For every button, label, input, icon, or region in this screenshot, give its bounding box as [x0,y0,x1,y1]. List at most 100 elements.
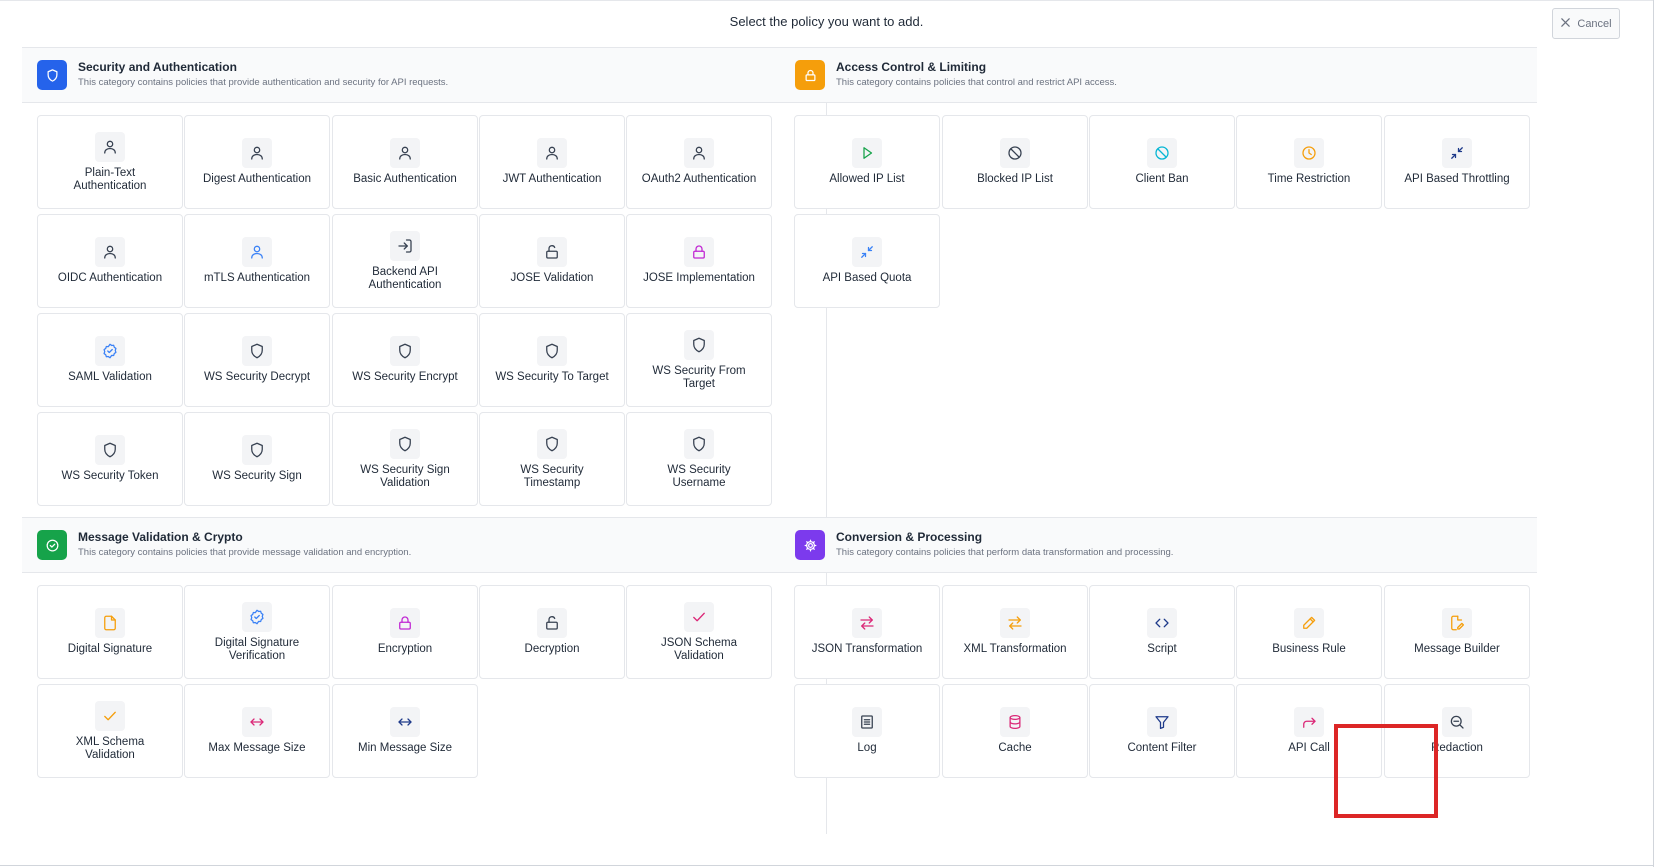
policy-card-ws-security-to-target[interactable]: WS Security To Target [479,313,625,407]
policy-label: Backend API Authentication [368,265,442,291]
policy-label: Min Message Size [358,742,452,754]
shrink-icon [1442,138,1472,168]
policy-card-min-message-size[interactable]: Min Message Size [332,684,478,778]
policy-label: WS Security Token [61,470,159,482]
policy-label: Redaction [1431,742,1483,754]
user-icon [684,138,714,168]
cancel-button[interactable]: Cancel [1552,8,1620,39]
policy-card-ws-security-username[interactable]: WS Security Username [626,412,772,506]
policy-card-backend-api-authentication[interactable]: Backend API Authentication [332,214,478,308]
file-icon [95,608,125,638]
policy-card-api-call[interactable]: API Call [1236,684,1382,778]
policy-label: Plain-Text Authentication [73,166,147,192]
policy-card-cache[interactable]: Cache [942,684,1088,778]
policy-card-max-message-size[interactable]: Max Message Size [184,684,330,778]
policy-label: Decryption [524,643,580,655]
policy-card-log[interactable]: Log [794,684,940,778]
policy-label: Digital Signature Verification [214,636,300,662]
policy-card-basic-authentication[interactable]: Basic Authentication [332,115,478,209]
policy-label: Log [857,742,877,754]
policy-card-jose-validation[interactable]: JOSE Validation [479,214,625,308]
policy-label: WS Security Decrypt [203,371,311,383]
shield-icon [537,428,567,459]
policy-card-decryption[interactable]: Decryption [479,585,625,679]
lock-icon [795,60,825,90]
check-icon [684,601,714,632]
check-circle-icon [37,530,67,560]
login-icon [390,230,420,261]
policy-card-encryption[interactable]: Encryption [332,585,478,679]
policy-label: Digest Authentication [202,173,312,185]
policy-label: API Based Quota [822,272,912,284]
policy-card-oauth2-authentication[interactable]: OAuth2 Authentication [626,115,772,209]
policy-card-digest-authentication[interactable]: Digest Authentication [184,115,330,209]
policy-card-ws-security-token[interactable]: WS Security Token [37,412,183,506]
section-title: Conversion & Processing [836,530,983,544]
shield-icon [242,336,272,366]
clock-icon [1294,138,1324,168]
policy-label: Content Filter [1127,742,1197,754]
lock-icon [390,608,420,638]
policy-card-jwt-authentication[interactable]: JWT Authentication [479,115,625,209]
policy-label: JSON Transformation [811,643,923,655]
policy-label: Business Rule [1272,643,1346,655]
policy-card-jose-implementation[interactable]: JOSE Implementation [626,214,772,308]
policy-card-digital-signature[interactable]: Digital Signature [37,585,183,679]
play-icon [852,138,882,168]
forward-icon [1294,707,1324,737]
policy-label: XML Schema Validation [75,735,145,761]
section-header-message: Message Validation & Crypto This category… [22,517,826,573]
policy-card-time-restriction[interactable]: Time Restriction [1236,115,1382,209]
policy-label: API Call [1288,742,1330,754]
policy-card-plain-text-authentication[interactable]: Plain-Text Authentication [37,115,183,209]
policy-card-allowed-ip-list[interactable]: Allowed IP List [794,115,940,209]
policy-card-content-filter[interactable]: Content Filter [1089,684,1235,778]
policy-label: Allowed IP List [829,173,905,185]
section-title: Security and Authentication [78,60,237,74]
shield-icon [537,336,567,366]
policy-card-json-schema-validation[interactable]: JSON Schema Validation [626,585,772,679]
column-divider [826,48,827,834]
section-header-conversion: Conversion & Processing This category con… [780,517,1537,573]
policy-card-client-ban[interactable]: Client Ban [1089,115,1235,209]
policy-label: Client Ban [1135,173,1189,185]
policy-card-oidc-authentication[interactable]: OIDC Authentication [37,214,183,308]
policy-card-xml-transformation[interactable]: XML Transformation [942,585,1088,679]
policy-label: Digital Signature [67,643,153,655]
lock-icon [684,237,714,267]
policy-card-ws-security-encrypt[interactable]: WS Security Encrypt [332,313,478,407]
policy-card-api-based-quota[interactable]: API Based Quota [794,214,940,308]
check-icon [95,700,125,731]
policy-card-message-builder[interactable]: Message Builder [1384,585,1530,679]
page-title: Select the policy you want to add. [729,14,924,29]
policy-card-json-transformation[interactable]: JSON Transformation [794,585,940,679]
gear-icon [795,530,825,560]
close-icon [1560,17,1571,31]
policy-card-ws-security-from-target[interactable]: WS Security From Target [626,313,772,407]
arrows-h-icon [242,707,272,737]
policy-card-ws-security-decrypt[interactable]: WS Security Decrypt [184,313,330,407]
user-icon [242,237,272,267]
swap-icon [852,608,882,638]
policy-label: JSON Schema Validation [660,636,738,662]
policy-card-xml-schema-validation[interactable]: XML Schema Validation [37,684,183,778]
badge-check-icon [242,601,272,632]
policy-card-ws-security-timestamp[interactable]: WS Security Timestamp [479,412,625,506]
policy-card-api-based-throttling[interactable]: API Based Throttling [1384,115,1530,209]
section-description: This category contains policies that per… [836,547,1174,558]
top-border [0,0,1653,1]
unlock-icon [537,608,567,638]
policy-card-ws-security-sign[interactable]: WS Security Sign [184,412,330,506]
policy-card-ws-security-sign-validation[interactable]: WS Security Sign Validation [332,412,478,506]
policy-card-mtls-authentication[interactable]: mTLS Authentication [184,214,330,308]
policy-card-digital-signature-verification[interactable]: Digital Signature Verification [184,585,330,679]
badge-check-icon [95,336,125,366]
policy-card-blocked-ip-list[interactable]: Blocked IP List [942,115,1088,209]
unlock-icon [537,237,567,267]
policy-card-saml-validation[interactable]: SAML Validation [37,313,183,407]
policy-label: XML Transformation [963,643,1067,655]
policy-card-script[interactable]: Script [1089,585,1235,679]
policy-card-redaction[interactable]: Redaction [1384,684,1530,778]
policy-card-business-rule[interactable]: Business Rule [1236,585,1382,679]
